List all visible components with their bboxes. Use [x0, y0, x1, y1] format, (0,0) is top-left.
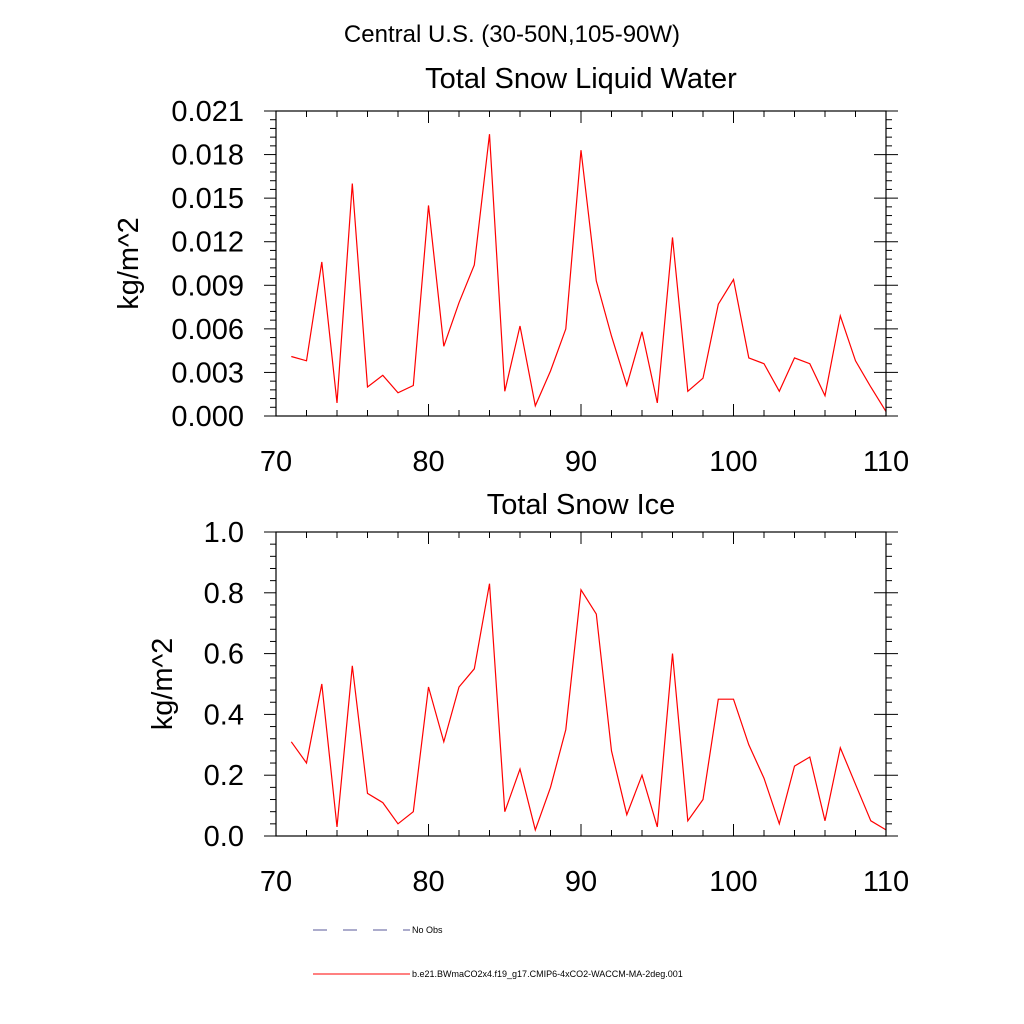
y-tick-label: 0.009	[171, 270, 244, 302]
x-tick-label: 90	[565, 866, 597, 898]
y-tick-label: 0.018	[171, 140, 244, 172]
panel-snow-liquid-water: Total Snow Liquid Water 70 80 90 100 110 0.00…	[113, 63, 909, 478]
y-tick-label: 0.021	[171, 96, 244, 128]
y-tick-label: 0.8	[204, 578, 244, 610]
panel-ticks: 70 80 90 100 110 0.000 0.003 0.006 0.009 0.012 0.0…	[171, 96, 909, 478]
x-tick-label: 110	[863, 446, 909, 478]
legend-label-model: b.e21.BWmaCO2x4.f19_g17.CMIP6-4xCO2-WACC…	[412, 969, 683, 979]
x-tick-label: 80	[412, 866, 444, 898]
panel-ticks: 70 80 90 100 110 0.0 0.2 0.4 0.6 0.8 1.0	[204, 517, 909, 898]
legend: No Obs b.e21.BWmaCO2x4.f19_g17.CMIP6-4xC…	[313, 925, 683, 979]
y-tick-label: 0.2	[204, 760, 244, 792]
plot-frame	[275, 110, 887, 417]
y-tick-label: 0.012	[171, 227, 244, 259]
y-tick-label: 0.006	[171, 314, 244, 346]
x-tick-label: 70	[260, 446, 292, 478]
series-line	[291, 134, 887, 412]
series-line	[290, 583, 887, 832]
y-tick-label: 1.0	[204, 517, 244, 549]
y-axis-label: kg/m^2	[113, 217, 145, 310]
x-tick-label: 100	[709, 446, 757, 478]
y-tick-label: 0.015	[171, 183, 244, 215]
x-tick-label: 90	[565, 446, 597, 478]
panel-title: Total Snow Ice	[487, 489, 676, 521]
x-tick-label: 70	[260, 866, 292, 898]
x-tick-label: 80	[412, 446, 444, 478]
x-tick-label: 100	[709, 866, 757, 898]
plot-frame	[275, 531, 887, 837]
y-tick-label: 0.4	[204, 699, 244, 731]
y-tick-label: 0.0	[204, 821, 244, 853]
y-tick-label: 0.000	[171, 401, 244, 433]
figure-title: Central U.S. (30-50N,105-90W)	[344, 21, 680, 48]
panel-title: Total Snow Liquid Water	[425, 63, 737, 95]
panel-snow-ice: Total Snow Ice 70 80 90 100 110 0.0 0.2 0.4 0.6 0…	[147, 489, 909, 898]
legend-label-no-obs: No Obs	[412, 925, 443, 935]
y-axis-label: kg/m^2	[147, 638, 179, 731]
y-tick-label: 0.6	[204, 639, 244, 671]
y-tick-label: 0.003	[171, 357, 244, 389]
x-tick-label: 110	[863, 866, 909, 898]
